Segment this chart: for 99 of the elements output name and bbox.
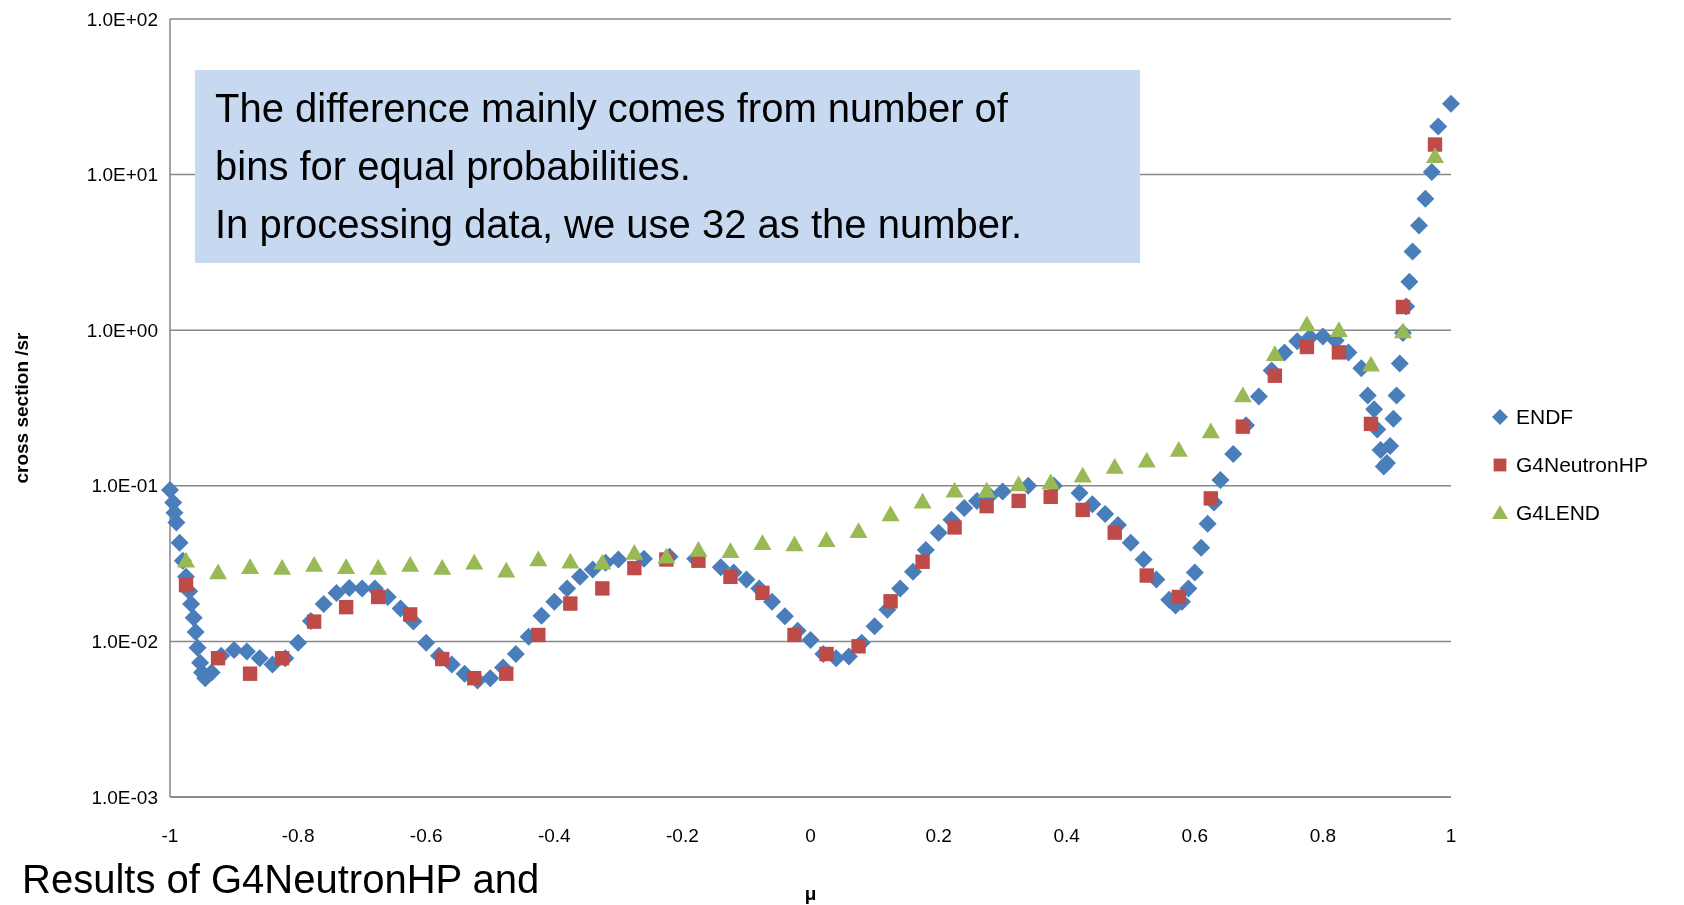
x-tick-label: 0 [805,825,816,846]
point [370,589,386,605]
point [1041,473,1060,490]
point [913,492,932,509]
point [1043,489,1058,504]
point [401,555,420,572]
point [753,534,772,551]
x-tick-label: -0.2 [666,825,699,846]
legend-label: ENDF [1516,405,1574,429]
point [305,555,324,572]
point [819,646,834,662]
x-tick-label: -0.6 [409,825,443,846]
point [178,577,194,593]
text: Results of G4NeutronHP and [22,857,540,901]
point [851,639,866,654]
legend-label: G4LEND [1516,501,1601,525]
point [1427,137,1443,152]
point [1073,466,1092,483]
point [627,560,642,576]
point [1171,589,1186,605]
point [1139,568,1154,583]
point [625,543,644,560]
point [915,554,930,569]
point [1009,475,1028,492]
x-tick-label: -0.8 [281,825,315,846]
point [977,481,996,498]
point [849,522,868,539]
point [945,481,964,498]
point [1011,493,1026,509]
point [209,563,228,580]
y-axis-title: cross section /sr [11,331,32,484]
point [979,498,994,514]
point [1105,458,1124,474]
point [1235,419,1251,434]
x-tick-label: 0.8 [1309,825,1337,846]
point [817,531,836,547]
point [435,651,450,667]
point [465,553,484,570]
point [369,559,388,575]
point [563,596,578,611]
point [1425,147,1444,164]
point [1107,525,1122,540]
point [338,599,354,615]
point [242,666,258,681]
y-tick-label: 1.0E-03 [91,786,158,808]
point [1363,416,1379,432]
point [1331,345,1347,360]
point [497,561,516,578]
point [273,559,292,575]
annotation: The difference mainly comes from number of bins for equal probabilities. In processing data, we use 32 as the number. [215,86,1023,246]
point [1233,386,1252,403]
point [1361,355,1380,372]
x-tick-label: -1 [161,825,179,846]
point [1137,451,1156,468]
point [210,650,226,666]
point [433,559,452,575]
x-tick-label: -0.4 [537,825,572,846]
point [1075,502,1090,518]
point [531,627,546,643]
point [1297,315,1316,332]
point [723,569,738,585]
point [689,540,708,557]
x-tick-label: 0.4 [1053,825,1081,846]
y-tick-label: 1.0E+02 [86,8,158,30]
point [402,607,418,622]
x-axis-title: μ [804,883,817,904]
point [561,552,580,569]
point [529,550,548,567]
point [177,551,196,568]
point [1201,422,1220,439]
point [499,666,514,681]
point [1299,339,1315,355]
point [1169,440,1188,457]
y-tick-label: 1.0E-01 [91,475,158,497]
point [881,505,900,522]
point [274,650,290,666]
point [1329,321,1348,337]
point [785,535,804,552]
point [595,581,610,596]
x-tick-label: 0.2 [925,825,952,846]
y-tick-label: 1.0E+01 [86,164,158,186]
point [787,627,802,643]
point [883,594,898,609]
point [1265,345,1284,362]
point [1395,299,1411,315]
point [467,671,482,686]
point [755,585,770,601]
y-tick-label: 1.0E+00 [86,319,158,341]
point [1203,491,1219,506]
point [947,520,962,535]
point [241,558,260,574]
point [337,558,356,574]
legend-label: G4NeutronHP [1516,453,1648,477]
point [721,542,740,558]
x-tick-label: 1 [1445,825,1457,846]
point [1267,368,1283,383]
x-tick-label: 0.6 [1181,825,1209,846]
point [306,614,322,629]
y-tick-label: 1.0E-02 [91,631,158,653]
